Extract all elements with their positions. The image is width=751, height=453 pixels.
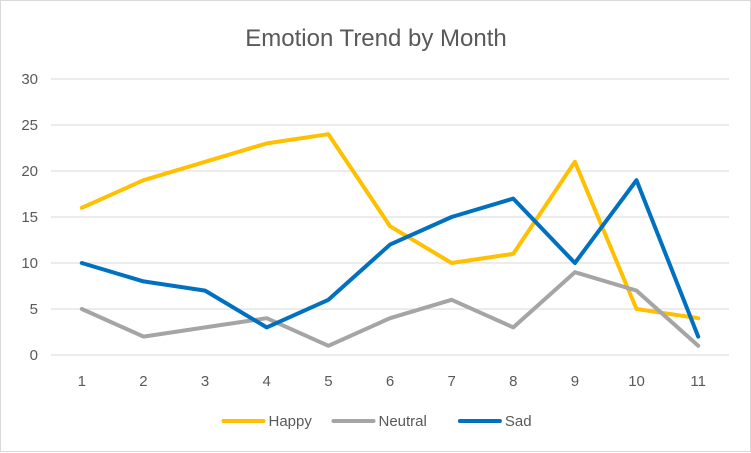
chart-title: Emotion Trend by Month <box>245 25 506 52</box>
x-tick-label: 11 <box>690 373 706 390</box>
y-tick-label: 15 <box>21 209 38 226</box>
x-tick-label: 7 <box>447 373 455 390</box>
gridlines <box>51 79 729 355</box>
x-axis-ticks: 1 2 3 4 5 6 7 8 9 10 11 <box>78 373 706 390</box>
y-tick-label: 25 <box>21 117 38 134</box>
legend: Happy Neutral Sad <box>224 413 532 430</box>
x-tick-label: 3 <box>201 373 209 390</box>
y-tick-label: 5 <box>30 301 38 318</box>
legend-label-sad: Sad <box>505 413 532 430</box>
y-axis-ticks: 0 5 10 15 20 25 30 <box>21 71 38 364</box>
x-tick-label: 4 <box>263 373 271 390</box>
legend-label-happy: Happy <box>269 413 313 430</box>
y-tick-label: 30 <box>21 71 38 88</box>
legend-label-neutral: Neutral <box>379 413 427 430</box>
series-line-sad <box>82 180 698 336</box>
x-tick-label: 9 <box>571 373 579 390</box>
series-lines <box>82 134 699 346</box>
y-tick-label: 0 <box>30 347 38 364</box>
x-tick-label: 6 <box>386 373 394 390</box>
y-tick-label: 20 <box>21 163 38 180</box>
x-tick-label: 5 <box>324 373 332 390</box>
x-tick-label: 10 <box>628 373 645 390</box>
x-tick-label: 1 <box>78 373 86 390</box>
y-tick-label: 10 <box>21 255 38 272</box>
x-tick-label: 8 <box>509 373 517 390</box>
x-tick-label: 2 <box>139 373 147 390</box>
